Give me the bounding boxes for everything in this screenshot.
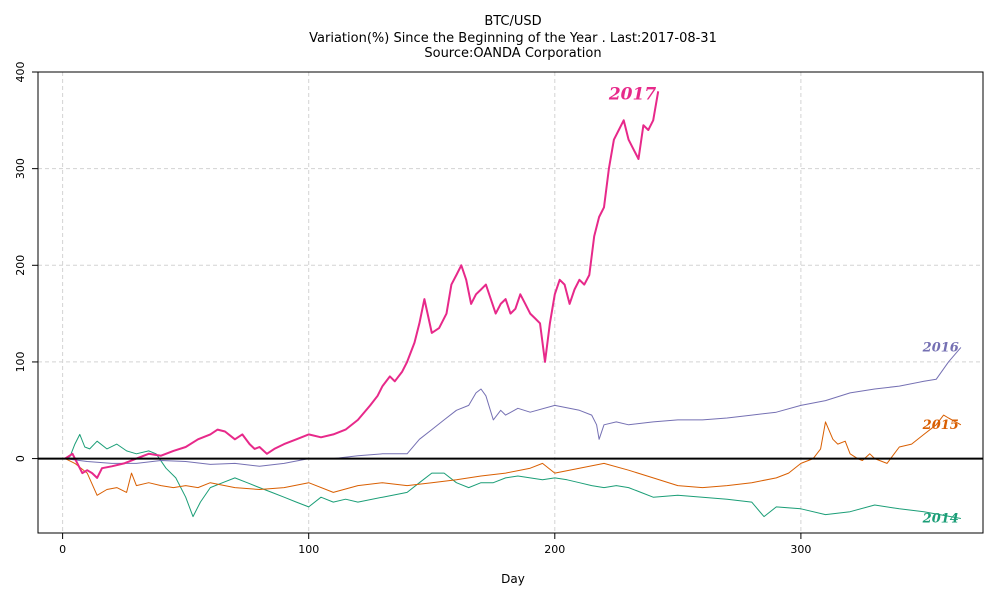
y-tick-label: 300 bbox=[14, 158, 27, 179]
plot-frame bbox=[37, 71, 984, 534]
grid bbox=[38, 71, 983, 533]
series-labels: 2014 2015 2016 2017 bbox=[608, 84, 959, 526]
y-tick-label: 400 bbox=[14, 62, 27, 83]
chart-subtitle: Variation(%) Since the Beginning of the … bbox=[309, 31, 717, 46]
series-label-2014: 2014 bbox=[922, 512, 959, 527]
y-tick-label: 100 bbox=[14, 351, 27, 372]
y-tick-label: 0 bbox=[14, 455, 27, 462]
y-tick-label: 200 bbox=[14, 255, 27, 276]
series-group bbox=[38, 91, 983, 519]
x-axis-label: Day bbox=[501, 572, 525, 586]
series-line-2015 bbox=[64, 414, 962, 496]
series-line-2016 bbox=[65, 347, 962, 467]
x-tick-label: 300 bbox=[790, 543, 811, 556]
x-tick-label: 200 bbox=[544, 543, 565, 556]
chart-title: BTC/USD bbox=[484, 14, 541, 29]
series-label-2016: 2016 bbox=[922, 340, 959, 355]
y-axis: 0 100 200 300 400 bbox=[14, 62, 38, 462]
x-tick-label: 100 bbox=[298, 543, 319, 556]
series-line-2014 bbox=[64, 433, 961, 519]
series-label-2015: 2015 bbox=[922, 418, 959, 433]
series-label-2017: 2017 bbox=[608, 84, 656, 104]
x-axis: 0 100 200 300 bbox=[59, 533, 811, 556]
series-line-2017 bbox=[64, 91, 660, 479]
chart-source: Source:OANDA Corporation bbox=[424, 46, 601, 61]
x-tick-label: 0 bbox=[59, 543, 66, 556]
